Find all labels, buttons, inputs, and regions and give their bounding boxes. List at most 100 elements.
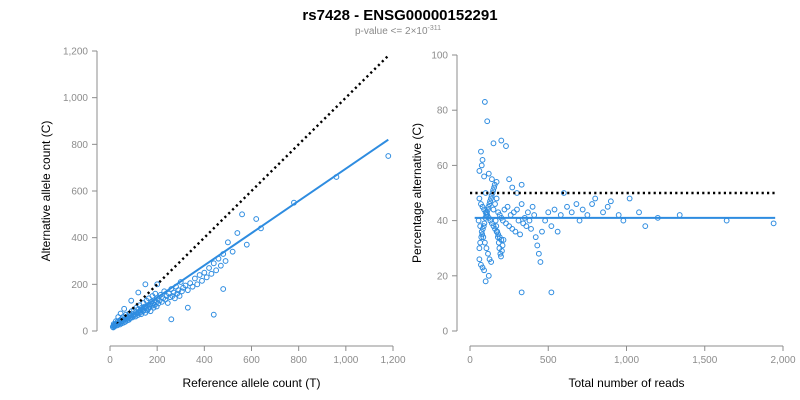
x-tick-label: 0 [107, 355, 113, 366]
y-tick-label: 100 [431, 51, 448, 62]
y-tick-label: 40 [437, 216, 449, 227]
data-point [184, 304, 191, 311]
data-point [385, 153, 392, 159]
data-point [568, 209, 575, 216]
data-point [476, 245, 483, 252]
data-point [481, 267, 487, 274]
data-point [770, 220, 777, 227]
data-point [476, 256, 483, 263]
data-point [493, 195, 500, 202]
data-point [564, 203, 570, 210]
data-point [503, 220, 509, 227]
data-points [475, 99, 777, 296]
data-point [491, 184, 498, 191]
subtitle-text: p-value <= 2×10 [355, 26, 428, 37]
data-point [542, 217, 549, 224]
data-point [210, 311, 217, 318]
data-point [253, 216, 260, 222]
data-point [531, 212, 538, 218]
data-point [535, 250, 542, 257]
data-point [499, 248, 505, 254]
data-point [499, 242, 506, 249]
data-point [179, 288, 185, 295]
data-point [482, 278, 489, 285]
data-point [518, 201, 525, 207]
data-point [485, 203, 492, 210]
y-tick-label: 400 [71, 233, 88, 244]
x-tick-label: 600 [243, 355, 260, 366]
data-point [493, 223, 500, 230]
y-tick-label: 60 [437, 161, 449, 172]
data-point [517, 231, 523, 238]
y-axis-label: Percentage alternative (C) [410, 123, 424, 263]
data-point [557, 212, 564, 218]
x-tick-label: 1,500 [692, 355, 717, 366]
data-point [515, 217, 522, 224]
y-tick-label: 20 [437, 271, 449, 282]
data-point [199, 277, 205, 284]
x-axis-label: Total number of reads [568, 376, 684, 390]
fit-line [111, 138, 389, 330]
data-point [192, 275, 198, 282]
data-point [676, 212, 683, 218]
data-point [481, 99, 488, 105]
data-point [487, 198, 493, 205]
data-point [576, 217, 583, 224]
y-tick-label: 0 [82, 327, 88, 338]
y-tick-label: 200 [71, 280, 88, 291]
data-point [484, 209, 490, 216]
data-point [478, 234, 485, 241]
y-tick-label: 1,000 [63, 93, 88, 104]
y-axis-label: Alternative allele count (C) [39, 121, 53, 262]
data-point [579, 206, 586, 213]
data-point [518, 289, 525, 296]
data-point [239, 211, 245, 218]
data-point [509, 225, 516, 232]
data-point [477, 239, 484, 246]
data-point [488, 259, 495, 265]
data-point [636, 209, 642, 216]
data-point [514, 206, 520, 213]
chart-title: rs7428 - ENSG00000152291 [302, 7, 497, 24]
data-point [476, 168, 483, 174]
data-point [545, 209, 552, 216]
data-point [615, 212, 622, 218]
data-point [194, 281, 201, 288]
data-point [600, 209, 606, 216]
data-point [494, 234, 501, 241]
data-point [500, 237, 507, 243]
y-tick-label: 800 [71, 140, 88, 151]
data-point [551, 206, 558, 213]
data-point [479, 231, 486, 238]
data-point [501, 206, 508, 213]
data-point [504, 203, 511, 210]
data-point [481, 220, 488, 227]
data-point [490, 206, 497, 213]
data-point [488, 192, 495, 199]
data-point [607, 198, 614, 205]
data-point [589, 201, 595, 207]
data-point [213, 267, 220, 274]
data-point [152, 290, 159, 297]
data-point [485, 272, 492, 279]
data-point [121, 305, 128, 312]
data-point [503, 143, 509, 149]
data-point [528, 225, 534, 232]
data-point [229, 248, 236, 255]
data-point [184, 287, 191, 294]
data-point [526, 217, 533, 224]
y-tick-label: 0 [442, 327, 448, 338]
data-point [135, 289, 142, 296]
data-point [573, 201, 580, 207]
data-point [182, 282, 189, 289]
data-point [490, 140, 497, 147]
right-panel: 0 500 1,000 1,500 2,000 0 20 40 60 80 100 Total num… [410, 51, 796, 391]
data-point [203, 274, 210, 281]
data-point [510, 209, 517, 216]
x-tick-label: 0 [467, 355, 473, 366]
data-point [561, 190, 567, 196]
data-point [155, 300, 162, 307]
data-point [537, 259, 544, 265]
data-point [201, 269, 208, 276]
